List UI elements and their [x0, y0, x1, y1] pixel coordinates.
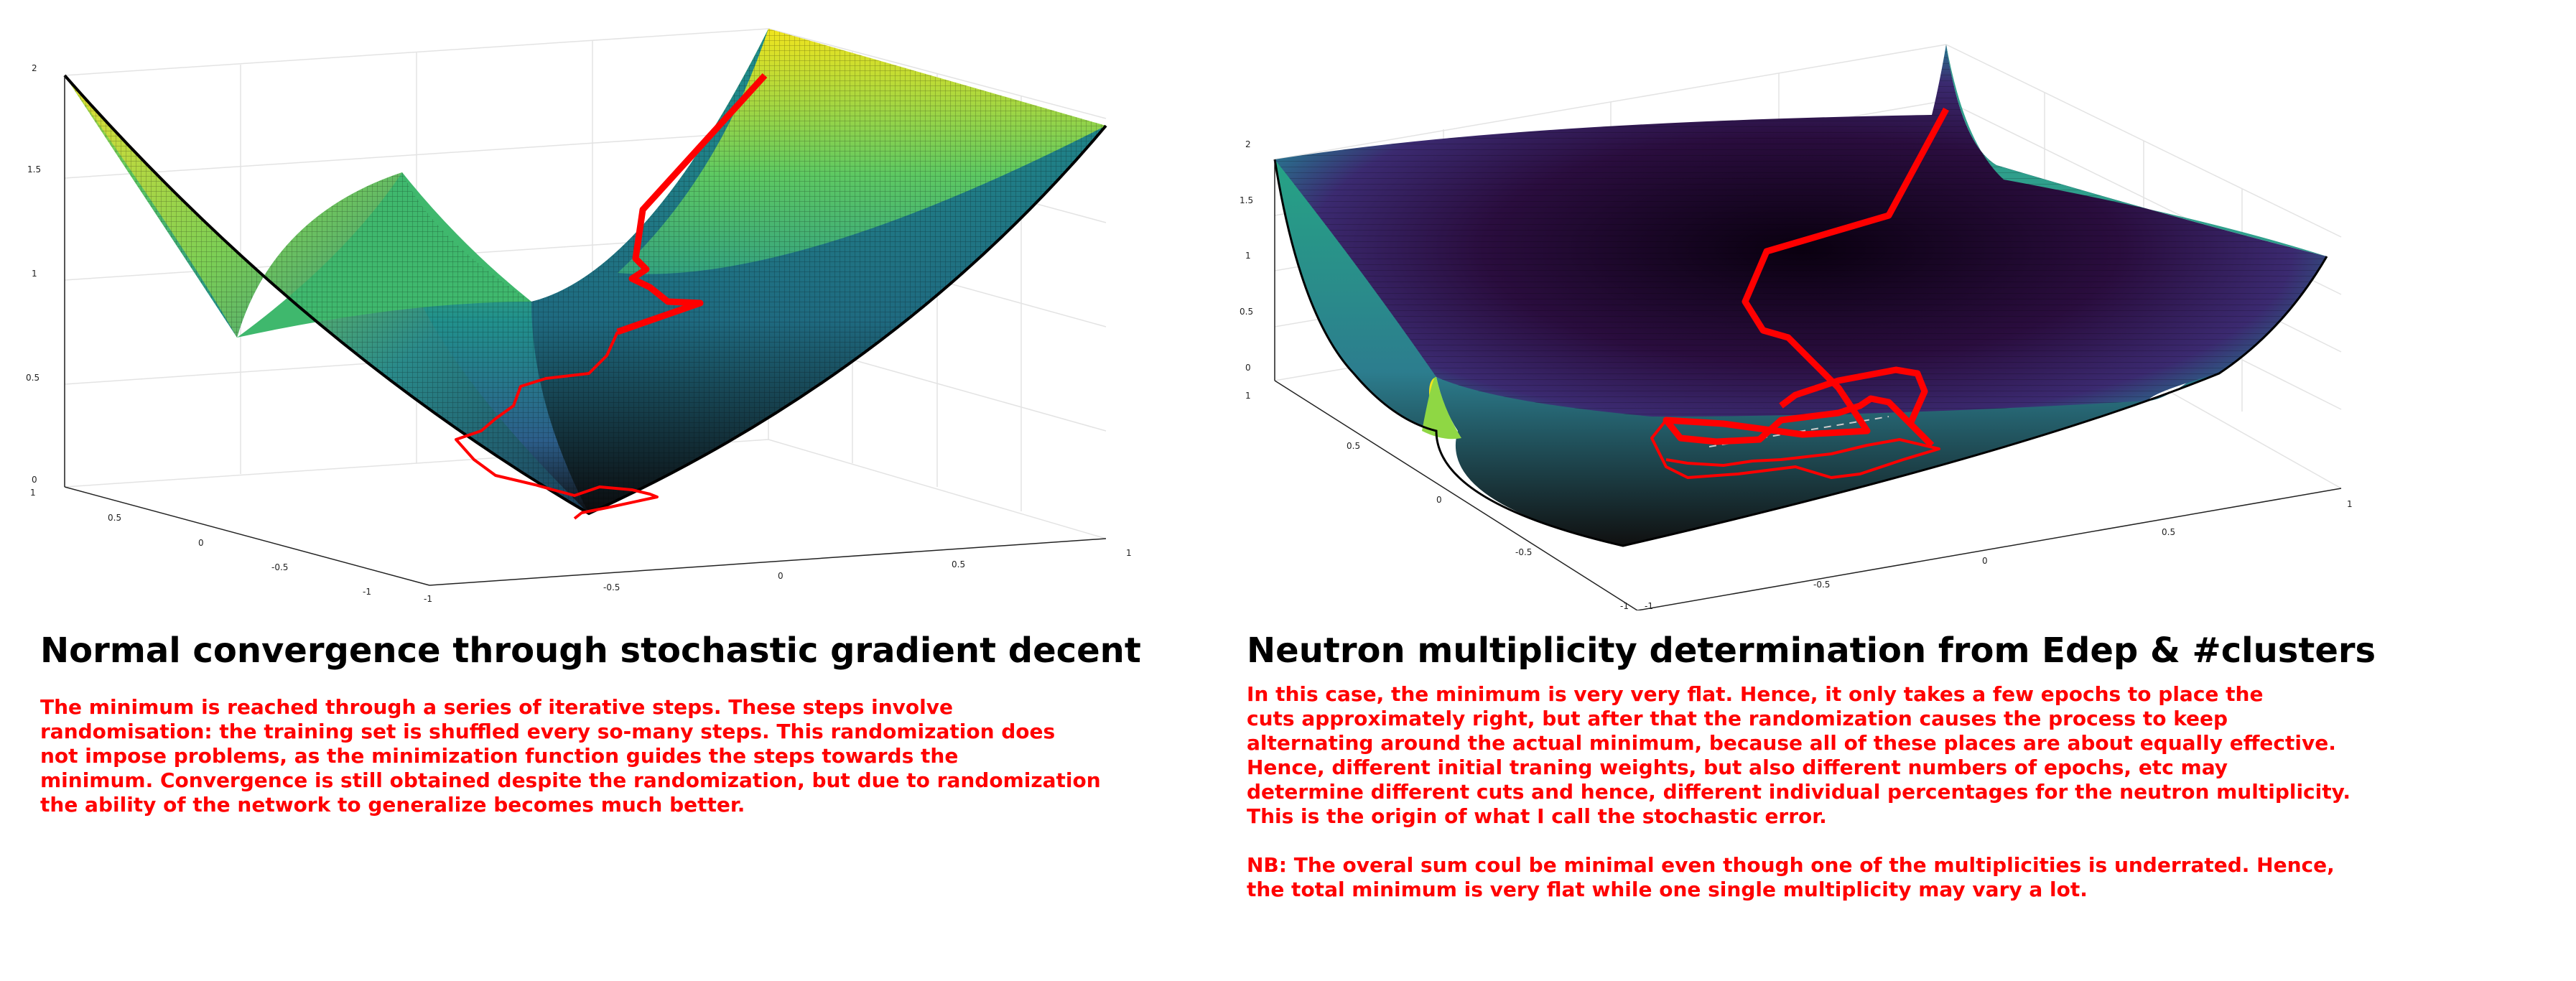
left-y-tick: -1 [363, 587, 371, 597]
right-x-tick: -0.5 [1813, 580, 1830, 590]
left-y-tick: -0.5 [271, 562, 288, 572]
right-y-tick: 1 [1245, 391, 1251, 401]
left-z-tick: 1.5 [27, 164, 41, 175]
description-line: The minimum is reached through a series … [40, 695, 953, 719]
left-x-tick: -1 [424, 594, 432, 604]
description-line: the total minimum is very flat while one… [1247, 878, 2088, 901]
right-surface-plot: 2 1.5 1 0.5 0 1 0.5 0 -0.5 -1 -1 -0.5 0 … [1221, 0, 2370, 611]
right-z-tick: 1.5 [1240, 195, 1253, 205]
description-line: minimum. Convergence is still obtained d… [40, 768, 1101, 792]
right-y-tick: -0.5 [1515, 547, 1532, 557]
left-y-tick: 1 [30, 488, 36, 498]
left-y-tick: 0 [198, 538, 204, 548]
left-z-tick: 0.5 [26, 373, 39, 383]
right-z-tick: 2 [1245, 139, 1251, 149]
description-line: NB: The overal sum coul be minimal even … [1247, 853, 2335, 877]
description-line: the ability of the network to generalize… [40, 793, 745, 817]
right-z-tick: 0.5 [1240, 307, 1253, 317]
left-surface-svg: 2 1.5 1 0.5 0 1 0.5 0 -0.5 -1 -1 -0.5 0 … [26, 28, 1132, 604]
left-y-tick: 0.5 [108, 513, 121, 523]
left-x-tick: 0 [778, 571, 784, 581]
description-line: This is the origin of what I call the st… [1247, 804, 1827, 828]
description-line: cuts approximately right, but after that… [1247, 707, 2228, 730]
left-surface-plot: 2 1.5 1 0.5 0 1 0.5 0 -0.5 -1 -1 -0.5 0 … [0, 0, 1221, 610]
description-line: not impose problems, as the minimization… [40, 744, 959, 768]
right-z-tick: 0 [1245, 363, 1251, 373]
left-axes [64, 75, 1107, 586]
right-y-tick: 0.5 [1347, 441, 1360, 451]
right-axes [1274, 159, 2342, 611]
description-line: Hence, different initial traning weights… [1247, 755, 2228, 779]
left-z-tick: 0 [32, 475, 37, 485]
right-z-ticks: 2 1.5 1 0.5 0 [1240, 139, 1253, 373]
right-y-tick: -1 [1620, 601, 1629, 610]
left-panel-description: The minimum is reached through a series … [40, 695, 1101, 817]
left-x-ticks: -1 -0.5 0 0.5 1 [424, 548, 1132, 604]
description-line: In this case, the minimum is very very f… [1247, 682, 2264, 706]
left-y-ticks: 1 0.5 0 -0.5 -1 [30, 488, 371, 597]
left-z-ticks: 2 1.5 1 0.5 0 [26, 63, 41, 485]
right-x-ticks: -1 -0.5 0 0.5 1 [1645, 499, 2353, 611]
left-panel-title: Normal convergence through stochastic gr… [40, 631, 1141, 671]
description-line: randomisation: the training set is shuff… [40, 720, 1056, 743]
right-y-ticks: 1 0.5 0 -0.5 -1 [1245, 391, 1629, 611]
description-line [1247, 829, 2351, 853]
left-z-tick: 2 [32, 63, 37, 73]
description-line: determine different cuts and hence, diff… [1247, 780, 2351, 804]
right-x-tick: 0.5 [2162, 527, 2175, 537]
right-x-tick: 0 [1982, 556, 1988, 566]
right-x-tick: 1 [2347, 499, 2353, 509]
description-line: alternating around the actual minimum, b… [1247, 731, 2336, 755]
right-panel-description: In this case, the minimum is very very f… [1247, 682, 2351, 902]
left-x-tick: 0.5 [952, 559, 965, 569]
left-descent-path [455, 73, 768, 520]
right-y-tick: 0 [1436, 495, 1442, 505]
right-surface [1273, 45, 2328, 547]
right-descent-path [1650, 107, 1949, 479]
left-x-tick: 1 [1126, 548, 1132, 558]
right-surface-svg: 2 1.5 1 0.5 0 1 0.5 0 -0.5 -1 -1 -0.5 0 … [1240, 44, 2353, 611]
right-panel-title: Neutron multiplicity determination from … [1247, 631, 2376, 671]
left-x-tick: -0.5 [603, 582, 620, 592]
left-z-tick: 1 [32, 269, 37, 279]
right-z-tick: 1 [1245, 251, 1251, 261]
left-surface [63, 29, 1107, 516]
right-x-tick: -1 [1645, 601, 1653, 610]
